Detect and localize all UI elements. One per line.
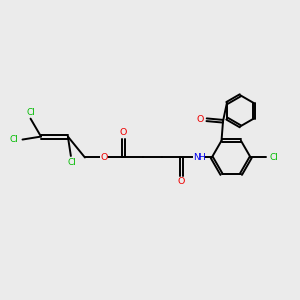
Text: O: O [119, 128, 127, 137]
Text: O: O [100, 153, 107, 162]
Text: Cl: Cl [26, 108, 35, 117]
Text: N: N [193, 153, 200, 162]
Text: Cl: Cl [10, 135, 19, 144]
Text: O: O [196, 115, 204, 124]
Text: H: H [198, 153, 205, 162]
Text: Cl: Cl [68, 158, 77, 167]
Text: O: O [178, 178, 185, 187]
Text: Cl: Cl [269, 153, 278, 162]
